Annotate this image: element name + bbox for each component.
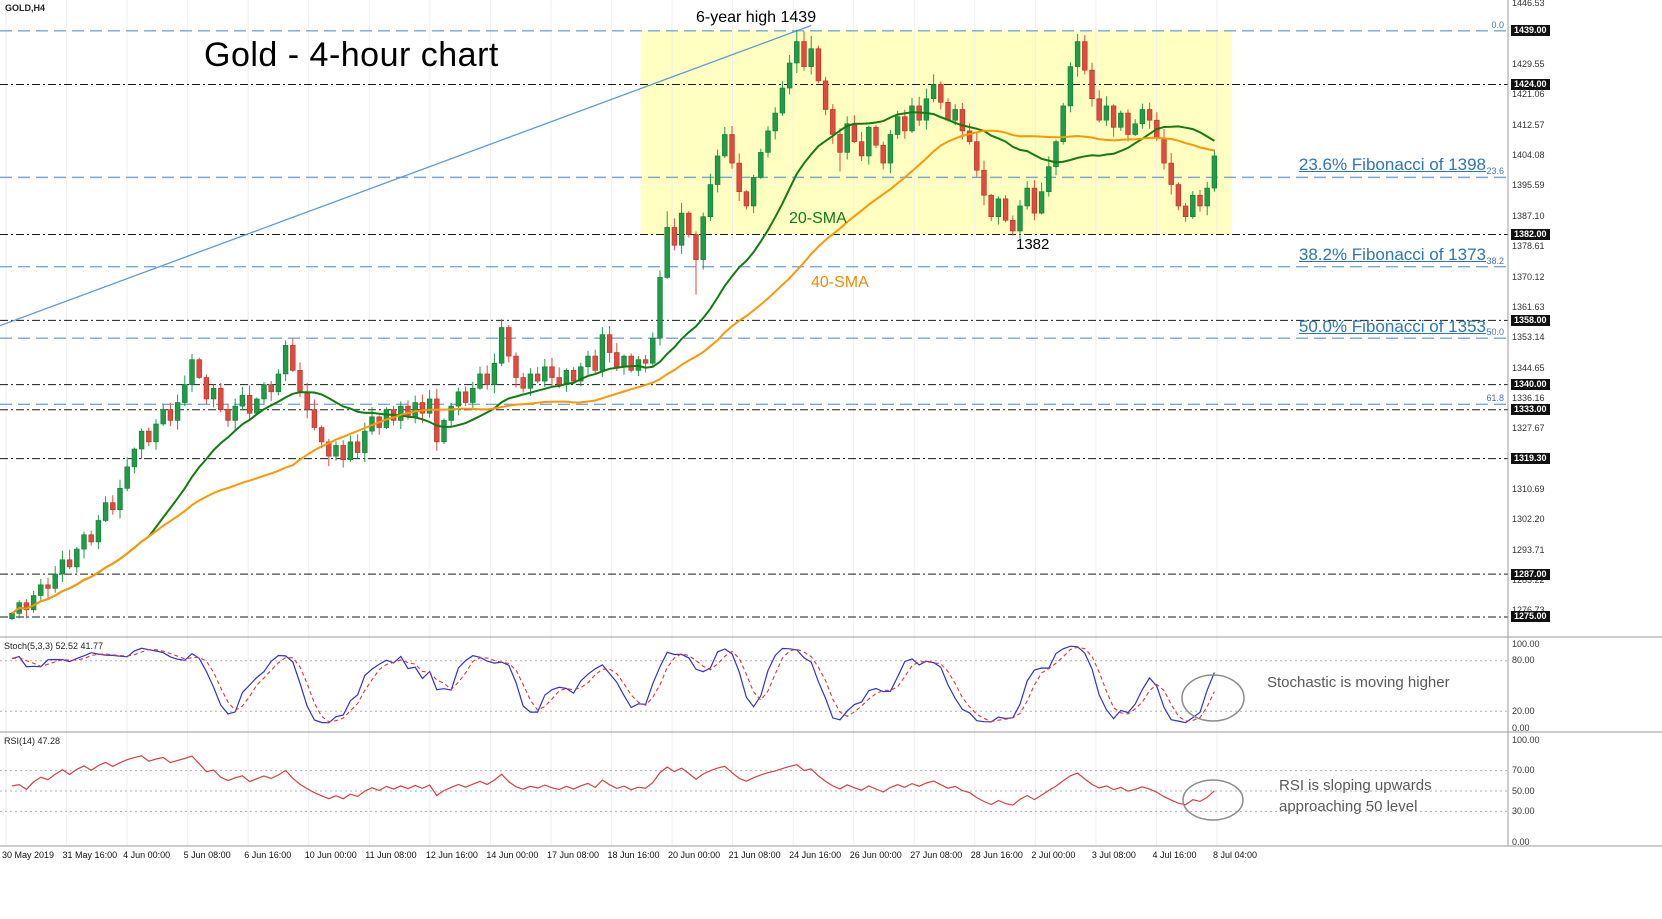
fib-tick-label: 61.8 xyxy=(1486,393,1504,404)
price-level-label: 1382.00 xyxy=(1511,229,1550,241)
price-tick-label: 1327.67 xyxy=(1512,423,1545,434)
sma40-annotation: 40-SMA xyxy=(811,274,869,291)
time-tick-label: 4 Jul 16:00 xyxy=(1152,850,1197,860)
time-tick-label: 5 Jun 08:00 xyxy=(183,850,231,860)
stochastic-annotation: Stochastic is moving higher xyxy=(1267,674,1450,691)
level-1382-annotation: 1382 xyxy=(1016,236,1050,253)
fib-tick-label: 38.2 xyxy=(1486,255,1504,266)
rsi-scale-label: 30.00 xyxy=(1512,805,1535,816)
price-scale[interactable]: 1446.53 1429.55 1421.06 1412.57 1404.08 1395.… xyxy=(1509,0,1662,847)
fib-tick-label: 50.0 xyxy=(1486,327,1504,338)
rsi-annotation-line1: RSI is sloping upwards xyxy=(1279,777,1432,794)
time-tick-label: 4 Jun 00:00 xyxy=(123,850,171,860)
price-level-label: 1319.30 xyxy=(1511,453,1550,465)
price-tick-label: 1412.57 xyxy=(1512,119,1545,130)
fib-tick-label: 0.0 xyxy=(1491,19,1504,30)
price-tick-label: 1370.12 xyxy=(1512,271,1545,282)
fib-tick-label: 23.6 xyxy=(1486,166,1504,177)
time-tick-label: 30 May 2019 xyxy=(2,850,55,860)
price-tick-label: 1446.53 xyxy=(1512,0,1545,9)
time-tick-label: 31 May 16:00 xyxy=(62,850,118,860)
rsi-scale-label: 50.00 xyxy=(1512,785,1535,796)
price-tick-label: 1344.65 xyxy=(1512,362,1545,373)
price-tick-label: 1310.69 xyxy=(1512,483,1545,494)
price-tick-label: 1404.08 xyxy=(1512,150,1545,161)
price-tick-label: 1293.71 xyxy=(1512,544,1545,555)
fib-382-annotation: 38.2% Fibonacci of 1373 xyxy=(1298,245,1486,264)
rsi-scale-label: 0.00 xyxy=(1512,836,1530,847)
stoch-scale-label: 20.00 xyxy=(1512,705,1535,716)
rsi-annotation-line2: approaching 50 level xyxy=(1279,798,1418,815)
rsi-indicator-label: RSI(14) 47.28 xyxy=(4,736,61,746)
price-tick-label: 1421.06 xyxy=(1512,89,1545,100)
stochastic-indicator-label: Stoch(5,3,3) 52.52 41.77 xyxy=(4,641,104,651)
rsi-scale-label: 100.00 xyxy=(1512,734,1540,745)
price-level-label: 1287.00 xyxy=(1511,568,1550,580)
time-tick-label: 8 Jul 04:00 xyxy=(1213,850,1258,860)
price-tick-label: 1276.73 xyxy=(1512,605,1545,616)
chart-title: Gold - 4-hour chart xyxy=(204,36,499,74)
price-tick-label: 1378.61 xyxy=(1512,241,1545,252)
time-tick-label: 26 Jun 00:00 xyxy=(849,850,902,860)
time-tick-label: 24 Jun 16:00 xyxy=(789,850,842,860)
time-tick-label: 11 Jun 08:00 xyxy=(365,850,417,860)
price-level-label: 1424.00 xyxy=(1511,78,1550,90)
stoch-scale-label: 80.00 xyxy=(1512,655,1535,666)
time-tick-label: 18 Jun 16:00 xyxy=(607,850,660,860)
time-tick-label: 28 Jun 16:00 xyxy=(970,850,1023,860)
six-year-high-annotation: 6-year high 1439 xyxy=(696,9,817,26)
stoch-scale-label: 0.00 xyxy=(1512,722,1530,733)
price-tick-label: 1429.55 xyxy=(1512,59,1545,70)
price-level-label: 1358.00 xyxy=(1511,314,1550,326)
price-level-label: 1439.00 xyxy=(1511,25,1550,37)
time-tick-label: 17 Jun 08:00 xyxy=(546,850,599,860)
time-tick-label: 14 Jun 00:00 xyxy=(486,850,539,860)
stoch-scale-label: 100.00 xyxy=(1512,638,1540,649)
symbol-timeframe-label: GOLD,H4 xyxy=(5,3,46,13)
sma20-annotation: 20-SMA xyxy=(789,210,847,227)
price-tick-label: 1302.20 xyxy=(1512,514,1545,525)
time-tick-label: 12 Jun 16:00 xyxy=(425,850,478,860)
price-tick-label: 1336.16 xyxy=(1512,392,1545,403)
fib-500-annotation: 50.0% Fibonacci of 1353 xyxy=(1298,317,1486,336)
price-level-label: 1333.00 xyxy=(1511,404,1550,416)
fib-236-annotation: 23.6% Fibonacci of 1398 xyxy=(1298,155,1486,174)
time-tick-label: 3 Jul 08:00 xyxy=(1091,850,1136,860)
time-tick-label: 21 Jun 08:00 xyxy=(728,850,781,860)
time-tick-label: 27 Jun 08:00 xyxy=(910,850,963,860)
rsi-scale-label: 70.00 xyxy=(1512,765,1535,776)
time-tick-label: 6 Jun 16:00 xyxy=(244,850,292,860)
time-tick-label: 20 Jun 00:00 xyxy=(668,850,721,860)
price-tick-label: 1387.10 xyxy=(1512,210,1545,221)
price-level-label: 1275.00 xyxy=(1511,611,1550,623)
time-tick-label: 10 Jun 00:00 xyxy=(304,850,357,860)
rsi-annotation: RSI is sloping upwards approaching 50 le… xyxy=(1279,775,1432,817)
price-tick-label: 1285.22 xyxy=(1512,574,1545,585)
price-tick-label: 1395.59 xyxy=(1512,180,1545,191)
price-level-label: 1340.00 xyxy=(1511,379,1550,391)
time-tick-label: 2 Jul 00:00 xyxy=(1031,850,1076,860)
price-tick-label: 1353.14 xyxy=(1512,332,1545,343)
price-tick-label: 1361.63 xyxy=(1512,301,1545,312)
